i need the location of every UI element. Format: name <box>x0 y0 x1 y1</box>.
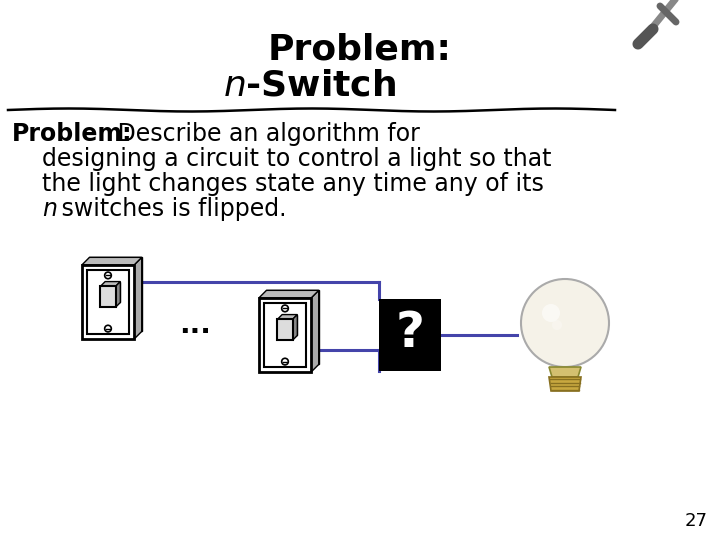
Bar <box>277 319 292 340</box>
Text: designing a circuit to control a light so that: designing a circuit to control a light s… <box>42 147 552 171</box>
Text: Problem:: Problem: <box>268 33 452 67</box>
Text: Describe an algorithm for: Describe an algorithm for <box>110 122 420 146</box>
Text: the light changes state any time any of its: the light changes state any time any of … <box>42 172 544 196</box>
Circle shape <box>104 272 112 279</box>
Polygon shape <box>259 291 319 298</box>
Circle shape <box>542 304 560 322</box>
Text: $\it{n}$: $\it{n}$ <box>42 197 58 221</box>
Circle shape <box>521 279 609 367</box>
Polygon shape <box>105 281 120 302</box>
Text: $\it{n}$-Switch: $\it{n}$-Switch <box>223 68 397 102</box>
Text: ...: ... <box>179 311 211 339</box>
Polygon shape <box>89 258 142 332</box>
Polygon shape <box>100 281 120 286</box>
Bar <box>100 286 116 307</box>
Bar <box>264 303 307 367</box>
Polygon shape <box>134 258 142 339</box>
Text: switches is flipped.: switches is flipped. <box>54 197 287 221</box>
Bar <box>86 269 130 334</box>
Polygon shape <box>549 367 581 377</box>
Bar <box>259 298 311 372</box>
Text: ?: ? <box>395 309 425 357</box>
Text: 27: 27 <box>685 512 708 530</box>
Circle shape <box>282 358 288 365</box>
Bar <box>379 299 441 371</box>
Polygon shape <box>311 291 319 372</box>
Circle shape <box>104 325 112 332</box>
Circle shape <box>552 320 562 330</box>
Polygon shape <box>549 377 581 391</box>
Circle shape <box>282 305 288 312</box>
Bar <box>82 265 134 339</box>
Polygon shape <box>116 281 120 307</box>
Polygon shape <box>277 315 297 319</box>
Polygon shape <box>282 315 297 335</box>
Polygon shape <box>82 258 142 265</box>
Text: Problem:: Problem: <box>12 122 132 146</box>
Polygon shape <box>266 291 319 365</box>
Polygon shape <box>292 315 297 340</box>
